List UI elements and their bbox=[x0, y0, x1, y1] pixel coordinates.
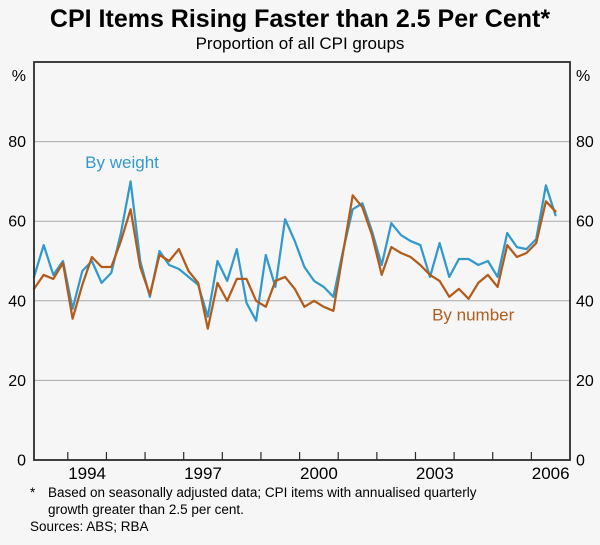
series-label-by-number: By number bbox=[432, 306, 515, 325]
x-label-2006: 2006 bbox=[532, 464, 570, 483]
x-label-1997: 1997 bbox=[184, 464, 222, 483]
y-label-right-0: 0 bbox=[576, 453, 585, 470]
footnote-line2: growth greater than 2.5 per cent. bbox=[48, 502, 244, 517]
footnote-sources: Sources: ABS; RBA bbox=[30, 519, 149, 534]
y-label-right-20: 20 bbox=[576, 373, 594, 390]
y-label-left-0: 0 bbox=[17, 453, 26, 470]
x-axis-ticks bbox=[67, 452, 532, 460]
x-label-1994: 1994 bbox=[68, 464, 106, 483]
x-label-2003: 2003 bbox=[416, 464, 454, 483]
y-label-right-40: 40 bbox=[576, 293, 594, 310]
series-line-by-number bbox=[32, 194, 557, 330]
y-axis-labels-left: 20 40 60 80% 0 bbox=[8, 68, 26, 470]
chart-subtitle: Proportion of all CPI groups bbox=[196, 34, 405, 53]
series-annotations: By weight By number bbox=[85, 153, 514, 325]
series-label-by-weight: By weight bbox=[85, 153, 159, 172]
y-axis-labels-right: 20 40 60 80% 0 bbox=[576, 68, 594, 470]
y-label-left-80: 80 bbox=[8, 134, 26, 151]
footnote-line1: Based on seasonally adjusted data; CPI i… bbox=[48, 485, 477, 500]
x-axis-labels: 1994 1997 2000 2003 2006 bbox=[68, 464, 569, 483]
y-label-left-20: 20 bbox=[8, 373, 26, 390]
y-unit-right: % bbox=[576, 68, 590, 85]
y-label-right-60: 60 bbox=[576, 214, 594, 231]
y-label-left-40: 40 bbox=[8, 293, 26, 310]
y-label-right-80: 80 bbox=[576, 134, 594, 151]
series-line-by-weight bbox=[32, 180, 557, 322]
y-unit-left: % bbox=[12, 68, 26, 85]
footnote-marker: * bbox=[30, 485, 36, 500]
series-lines bbox=[32, 180, 557, 330]
y-label-left-60: 60 bbox=[8, 214, 26, 231]
plot-border bbox=[33, 61, 571, 461]
chart-title: CPI Items Rising Faster than 2.5 Per Cen… bbox=[50, 5, 550, 33]
x-label-2000: 2000 bbox=[300, 464, 338, 483]
